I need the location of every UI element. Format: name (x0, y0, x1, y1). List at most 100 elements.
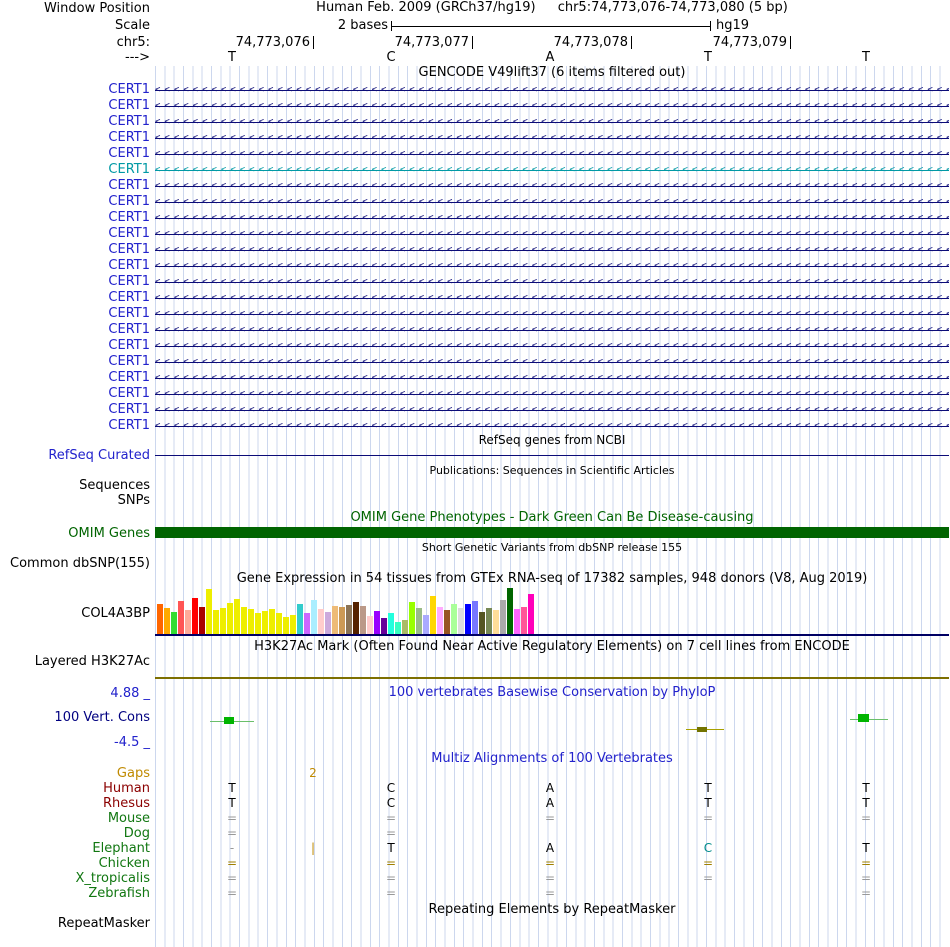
gene-label[interactable]: CERT1 (108, 258, 150, 273)
gene-transcript-row[interactable]: <<<<<<<<<<<<<<<<<<<<<<<<<<<<<<<<<<<<<<<<… (155, 180, 949, 192)
phylop-signal-mark[interactable] (697, 727, 707, 732)
gene-transcript-row[interactable]: <<<<<<<<<<<<<<<<<<<<<<<<<<<<<<<<<<<<<<<<… (155, 196, 949, 208)
gtex-tissue-bar[interactable] (409, 602, 415, 634)
gtex-gene-label[interactable]: COL4A3BP (81, 606, 150, 621)
gene-transcript-row[interactable]: <<<<<<<<<<<<<<<<<<<<<<<<<<<<<<<<<<<<<<<<… (155, 100, 949, 112)
species-label[interactable]: X_tropicalis (75, 871, 151, 886)
gene-label[interactable]: CERT1 (108, 178, 150, 193)
species-label[interactable]: Elephant (92, 841, 150, 856)
gene-transcript-row[interactable]: <<<<<<<<<<<<<<<<<<<<<<<<<<<<<<<<<<<<<<<<… (155, 244, 949, 256)
gene-label[interactable]: CERT1 (108, 98, 150, 113)
gtex-tissue-bar[interactable] (220, 608, 226, 634)
gtex-tissue-bar[interactable] (437, 607, 443, 634)
phylop-track-label[interactable]: 100 Vert. Cons (54, 710, 150, 725)
gtex-tissue-bar[interactable] (458, 608, 464, 634)
gene-label[interactable]: CERT1 (108, 146, 150, 161)
gene-transcript-row[interactable]: <<<<<<<<<<<<<<<<<<<<<<<<<<<<<<<<<<<<<<<<… (155, 340, 949, 352)
gtex-tissue-bar[interactable] (353, 602, 359, 634)
gtex-tissue-bar[interactable] (423, 615, 429, 634)
gene-label[interactable]: CERT1 (108, 226, 150, 241)
gtex-tissue-bar[interactable] (157, 604, 163, 634)
gtex-tissue-bar[interactable] (178, 601, 184, 634)
species-label[interactable]: Chicken (98, 856, 150, 871)
gene-transcript-row[interactable]: <<<<<<<<<<<<<<<<<<<<<<<<<<<<<<<<<<<<<<<<… (155, 404, 949, 416)
gtex-tissue-bar[interactable] (262, 611, 268, 634)
gtex-tissue-bar[interactable] (388, 613, 394, 634)
gtex-tissue-bar[interactable] (507, 588, 513, 634)
gtex-tissue-bar[interactable] (346, 605, 352, 634)
gtex-tissue-bar[interactable] (360, 606, 366, 634)
gtex-tissue-bar[interactable] (206, 589, 212, 634)
gtex-tissue-bar[interactable] (213, 610, 219, 634)
gtex-tissue-bar[interactable] (395, 622, 401, 634)
gene-label[interactable]: CERT1 (108, 306, 150, 321)
layered-h3k27ac-label[interactable]: Layered H3K27Ac (34, 654, 150, 669)
gtex-tissue-bar[interactable] (325, 612, 331, 634)
gene-label[interactable]: CERT1 (108, 274, 150, 289)
gtex-tissue-bar[interactable] (339, 607, 345, 634)
gene-transcript-row[interactable]: <<<<<<<<<<<<<<<<<<<<<<<<<<<<<<<<<<<<<<<<… (155, 260, 949, 272)
gene-transcript-row[interactable]: <<<<<<<<<<<<<<<<<<<<<<<<<<<<<<<<<<<<<<<<… (155, 276, 949, 288)
gtex-tissue-bar[interactable] (472, 601, 478, 634)
gene-label[interactable]: CERT1 (108, 114, 150, 129)
gtex-tissue-bar[interactable] (318, 609, 324, 634)
gene-label[interactable]: CERT1 (108, 82, 150, 97)
gaps-row-label[interactable]: Gaps (116, 766, 150, 781)
gtex-tissue-bar[interactable] (374, 611, 380, 634)
omim-gene-item[interactable] (155, 527, 949, 538)
gtex-tissue-bar[interactable] (528, 594, 534, 634)
gene-transcript-row[interactable]: <<<<<<<<<<<<<<<<<<<<<<<<<<<<<<<<<<<<<<<<… (155, 116, 949, 128)
gene-label[interactable]: CERT1 (108, 338, 150, 353)
gene-transcript-row[interactable]: <<<<<<<<<<<<<<<<<<<<<<<<<<<<<<<<<<<<<<<<… (155, 324, 949, 336)
gene-label[interactable]: CERT1 (108, 130, 150, 145)
gtex-tissue-bar[interactable] (192, 598, 198, 634)
gtex-tissue-bar[interactable] (311, 600, 317, 634)
gene-transcript-row[interactable]: <<<<<<<<<<<<<<<<<<<<<<<<<<<<<<<<<<<<<<<<… (155, 132, 949, 144)
gene-label[interactable]: CERT1 (108, 354, 150, 369)
gtex-tissue-bar[interactable] (241, 607, 247, 634)
gene-transcript-row[interactable]: <<<<<<<<<<<<<<<<<<<<<<<<<<<<<<<<<<<<<<<<… (155, 84, 949, 96)
publications-sequences-label[interactable]: Sequences (79, 478, 150, 493)
gtex-tissue-bar[interactable] (304, 613, 310, 634)
gtex-tissue-bar[interactable] (416, 608, 422, 634)
gtex-tissue-bar[interactable] (297, 604, 303, 634)
gtex-tissue-bar[interactable] (276, 613, 282, 634)
gtex-tissue-bar[interactable] (486, 608, 492, 634)
gene-label[interactable]: CERT1 (108, 322, 150, 337)
species-label[interactable]: Rhesus (102, 796, 150, 811)
gene-transcript-row[interactable]: <<<<<<<<<<<<<<<<<<<<<<<<<<<<<<<<<<<<<<<<… (155, 164, 949, 176)
common-dbsnp-label[interactable]: Common dbSNP(155) (10, 556, 150, 571)
species-label[interactable]: Human (103, 781, 150, 796)
gtex-tissue-bar[interactable] (521, 607, 527, 634)
gene-transcript-row[interactable]: <<<<<<<<<<<<<<<<<<<<<<<<<<<<<<<<<<<<<<<<… (155, 308, 949, 320)
gtex-tissue-bar[interactable] (514, 609, 520, 634)
gene-label[interactable]: CERT1 (108, 418, 150, 433)
gtex-tissue-bar[interactable] (248, 609, 254, 634)
gtex-tissue-bar[interactable] (367, 616, 373, 634)
phylop-signal-mark[interactable] (850, 719, 888, 720)
gtex-tissue-bar[interactable] (465, 604, 471, 634)
gtex-tissue-bar[interactable] (332, 606, 338, 634)
gtex-tissue-bar[interactable] (185, 610, 191, 634)
gene-label[interactable]: CERT1 (108, 242, 150, 257)
gtex-tissue-bar[interactable] (430, 596, 436, 634)
species-label[interactable]: Zebrafish (88, 886, 150, 901)
gene-label[interactable]: CERT1 (108, 370, 150, 385)
gene-transcript-row[interactable]: <<<<<<<<<<<<<<<<<<<<<<<<<<<<<<<<<<<<<<<<… (155, 148, 949, 160)
gtex-tissue-bar[interactable] (171, 612, 177, 634)
repeatmasker-label[interactable]: RepeatMasker (57, 916, 150, 931)
gene-transcript-row[interactable]: <<<<<<<<<<<<<<<<<<<<<<<<<<<<<<<<<<<<<<<<… (155, 292, 949, 304)
gtex-tissue-bar[interactable] (500, 600, 506, 634)
gene-transcript-row[interactable]: <<<<<<<<<<<<<<<<<<<<<<<<<<<<<<<<<<<<<<<<… (155, 372, 949, 384)
gene-label[interactable]: CERT1 (108, 194, 150, 209)
gene-transcript-row[interactable]: <<<<<<<<<<<<<<<<<<<<<<<<<<<<<<<<<<<<<<<<… (155, 212, 949, 224)
h3k27ac-signal-line[interactable] (155, 677, 949, 679)
gene-label[interactable]: CERT1 (108, 402, 150, 417)
refseq-curated-label[interactable]: RefSeq Curated (48, 448, 150, 463)
gene-transcript-row[interactable]: <<<<<<<<<<<<<<<<<<<<<<<<<<<<<<<<<<<<<<<<… (155, 420, 949, 432)
publications-snps-label[interactable]: SNPs (117, 493, 150, 508)
omim-genes-label[interactable]: OMIM Genes (68, 526, 150, 541)
gene-transcript-row[interactable]: <<<<<<<<<<<<<<<<<<<<<<<<<<<<<<<<<<<<<<<<… (155, 356, 949, 368)
gtex-tissue-bar[interactable] (479, 612, 485, 634)
gene-label[interactable]: CERT1 (108, 386, 150, 401)
